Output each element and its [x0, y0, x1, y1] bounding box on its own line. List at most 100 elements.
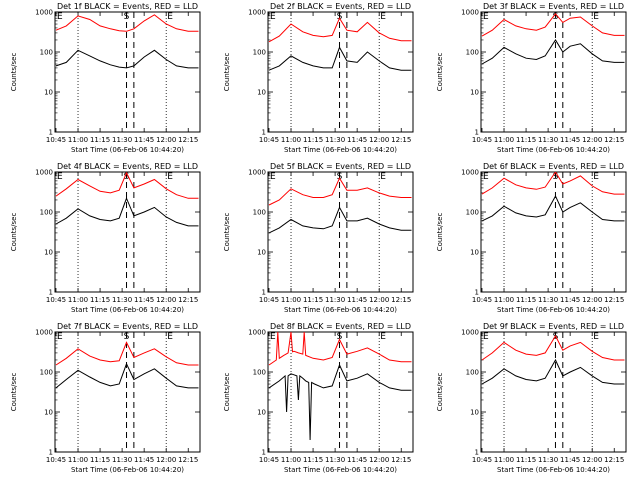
x-tick-label: 10:45 — [259, 456, 279, 464]
x-tick-label: 11:15 — [90, 456, 110, 464]
series-lld-line — [481, 13, 625, 37]
x-tick-label: 12:15 — [391, 136, 411, 144]
x-axis-label: Start Time (06-Feb-06 10:44:20) — [71, 146, 184, 154]
panel-title: Det 7f BLACK = Events, RED = LLD — [57, 322, 198, 331]
x-axis-label: Start Time (06-Feb-06 10:44:20) — [497, 466, 610, 474]
detector-panel-8: Det 8f BLACK = Events, RED = LLD 1 10 100 10… — [213, 320, 426, 480]
y-tick-label: 1000 — [461, 329, 479, 337]
y-tick-label: 1000 — [35, 9, 53, 17]
y-tick-label: 1000 — [248, 169, 266, 177]
event-marker-label: E — [270, 172, 276, 182]
x-tick-label: 11:00 — [494, 456, 514, 464]
series-lld-line — [268, 332, 412, 366]
x-tick-label: 11:30 — [538, 296, 558, 304]
event-marker-label: E — [483, 172, 489, 182]
x-tick-label: 11:45 — [347, 136, 367, 144]
x-tick-label: 11:30 — [538, 136, 558, 144]
x-tick-label: 10:45 — [46, 456, 66, 464]
x-tick-label: 11:45 — [560, 456, 580, 464]
event-marker-label: S — [553, 172, 559, 182]
series-lld-line — [55, 341, 199, 366]
x-tick-label: 11:15 — [90, 296, 110, 304]
y-axis-label: Counts/sec — [10, 213, 18, 252]
x-axis-label: Start Time (06-Feb-06 10:44:20) — [284, 146, 397, 154]
x-tick-label: 11:45 — [134, 136, 154, 144]
x-tick-label: 11:45 — [560, 296, 580, 304]
series-events-line — [55, 362, 199, 389]
x-tick-label: 12:00 — [156, 136, 176, 144]
x-tick-label: 10:45 — [472, 456, 492, 464]
x-tick-label: 12:15 — [604, 296, 624, 304]
x-tick-label: 12:15 — [604, 136, 624, 144]
y-tick-label: 100 — [466, 49, 479, 57]
detector-panel-6: Det 6f BLACK = Events, RED = LLD 1 10 100 10… — [426, 160, 639, 320]
x-axis-label: Start Time (06-Feb-06 10:44:20) — [71, 466, 184, 474]
x-tick-label: 12:00 — [156, 296, 176, 304]
y-tick-label: 1 — [49, 129, 53, 137]
event-marker-label: E — [167, 12, 173, 22]
y-axis-label: Counts/sec — [436, 53, 444, 92]
event-marker-label: S — [124, 172, 130, 182]
y-tick-label: 10 — [44, 249, 53, 257]
y-tick-label: 100 — [40, 369, 53, 377]
event-marker-label: E — [270, 332, 276, 342]
event-marker-label: S — [553, 12, 559, 22]
panel-title: Det 3f BLACK = Events, RED = LLD — [483, 2, 624, 11]
x-tick-label: 12:00 — [369, 296, 389, 304]
x-axis-label: Start Time (06-Feb-06 10:44:20) — [71, 306, 184, 314]
x-tick-label: 11:45 — [134, 456, 154, 464]
chart-svg: Det 7f BLACK = Events, RED = LLD 1 10 100 10… — [10, 322, 201, 474]
x-tick-label: 11:30 — [112, 456, 132, 464]
detector-panel-1: Det 1f BLACK = Events, RED = LLD 1 10 100 10… — [0, 0, 213, 160]
x-tick-label: 11:30 — [325, 456, 345, 464]
y-tick-label: 1000 — [248, 329, 266, 337]
x-tick-label: 10:45 — [472, 136, 492, 144]
detector-panel-7: Det 7f BLACK = Events, RED = LLD 1 10 100 10… — [0, 320, 213, 480]
x-tick-label: 11:15 — [303, 296, 323, 304]
event-marker-label: E — [57, 172, 63, 182]
plot-frame — [54, 171, 201, 293]
x-tick-label: 11:15 — [90, 136, 110, 144]
y-tick-label: 1000 — [248, 9, 266, 17]
x-tick-label: 11:45 — [347, 296, 367, 304]
y-tick-label: 1 — [475, 129, 479, 137]
series-events-line — [268, 46, 412, 71]
plot-frame — [267, 331, 414, 453]
x-tick-label: 11:15 — [303, 136, 323, 144]
x-tick-label: 10:45 — [46, 136, 66, 144]
series-lld-line — [268, 177, 412, 206]
x-tick-label: 12:00 — [369, 136, 389, 144]
y-tick-label: 1 — [49, 289, 53, 297]
x-tick-label: 11:45 — [560, 136, 580, 144]
series-lld-line — [268, 17, 412, 43]
chart-svg: Det 1f BLACK = Events, RED = LLD 1 10 100 10… — [10, 2, 201, 154]
chart-svg: Det 3f BLACK = Events, RED = LLD 1 10 100 10… — [436, 2, 627, 154]
series-lld-line — [481, 172, 625, 195]
x-axis-label: Start Time (06-Feb-06 10:44:20) — [497, 146, 610, 154]
plot-frame — [267, 171, 414, 293]
y-tick-label: 10 — [257, 249, 266, 257]
y-axis-label: Counts/sec — [436, 373, 444, 412]
y-axis-label: Counts/sec — [436, 213, 444, 252]
x-tick-label: 11:00 — [68, 296, 88, 304]
chart-svg: Det 8f BLACK = Events, RED = LLD 1 10 100 10… — [223, 322, 414, 474]
y-tick-label: 10 — [44, 89, 53, 97]
event-marker-label: S — [124, 12, 130, 22]
event-marker-label: E — [167, 332, 173, 342]
y-tick-label: 10 — [257, 409, 266, 417]
x-tick-label: 10:45 — [46, 296, 66, 304]
x-tick-label: 12:00 — [582, 456, 602, 464]
y-tick-label: 1 — [262, 289, 266, 297]
y-tick-label: 100 — [40, 49, 53, 57]
event-marker-label: E — [593, 172, 599, 182]
x-tick-label: 12:00 — [369, 456, 389, 464]
detector-panel-2: Det 2f BLACK = Events, RED = LLD 1 10 100 10… — [213, 0, 426, 160]
y-tick-label: 1000 — [461, 169, 479, 177]
x-tick-label: 12:00 — [582, 296, 602, 304]
x-tick-label: 12:15 — [178, 136, 198, 144]
series-events-line — [268, 206, 412, 234]
y-tick-label: 10 — [44, 409, 53, 417]
series-lld-line — [481, 334, 625, 361]
detector-panel-9: Det 9f BLACK = Events, RED = LLD 1 10 100 10… — [426, 320, 639, 480]
event-marker-label: E — [167, 172, 173, 182]
